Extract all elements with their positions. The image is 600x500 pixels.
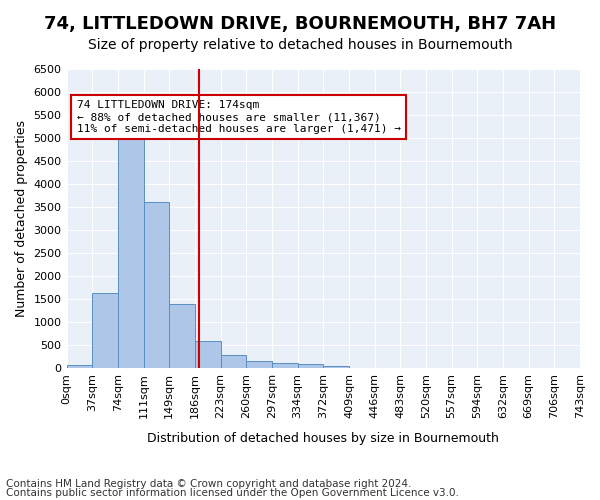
Bar — [67, 365, 92, 368]
Bar — [272, 363, 298, 368]
Text: 74 LITTLEDOWN DRIVE: 174sqm
← 88% of detached houses are smaller (11,367)
11% of: 74 LITTLEDOWN DRIVE: 174sqm ← 88% of det… — [77, 100, 401, 134]
Text: 74, LITTLEDOWN DRIVE, BOURNEMOUTH, BH7 7AH: 74, LITTLEDOWN DRIVE, BOURNEMOUTH, BH7 7… — [44, 15, 556, 33]
Bar — [143, 202, 169, 368]
Bar — [92, 293, 118, 368]
Text: Contains public sector information licensed under the Open Government Licence v3: Contains public sector information licen… — [6, 488, 459, 498]
Bar — [323, 366, 349, 368]
Bar — [246, 361, 272, 368]
Bar — [195, 340, 221, 368]
Bar — [169, 304, 195, 368]
Bar — [118, 134, 143, 368]
Text: Contains HM Land Registry data © Crown copyright and database right 2024.: Contains HM Land Registry data © Crown c… — [6, 479, 412, 489]
X-axis label: Distribution of detached houses by size in Bournemouth: Distribution of detached houses by size … — [148, 432, 499, 445]
Bar — [298, 364, 323, 368]
Text: Size of property relative to detached houses in Bournemouth: Size of property relative to detached ho… — [88, 38, 512, 52]
Y-axis label: Number of detached properties: Number of detached properties — [15, 120, 28, 317]
Bar — [221, 355, 246, 368]
